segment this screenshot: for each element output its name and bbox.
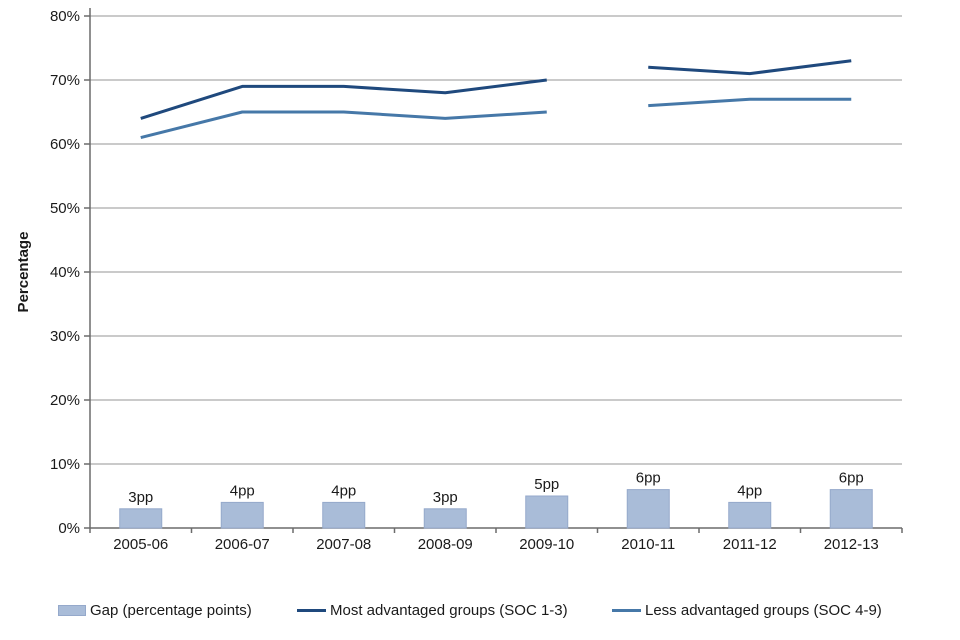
less-advantaged-line xyxy=(140,110,547,140)
x-category-label: 2009-10 xyxy=(519,536,574,553)
less-advantaged-line-swatch xyxy=(612,608,641,612)
gap-bar xyxy=(829,489,873,529)
y-tick-label: 40% xyxy=(50,264,80,281)
gap-bar xyxy=(525,495,569,529)
y-tick-label: 70% xyxy=(50,72,80,89)
gap-bar-label: 4pp xyxy=(737,482,762,499)
most-advantaged-line xyxy=(140,78,547,120)
gap-bar xyxy=(119,508,163,529)
y-tick-label: 50% xyxy=(50,200,80,217)
gap-bar-swatch xyxy=(58,604,86,616)
x-category-label: 2005-06 xyxy=(113,536,168,553)
legend-item-less-advantaged: Less advantaged groups (SOC 4-9) xyxy=(612,598,882,622)
gap-bar-label: 6pp xyxy=(636,470,661,487)
legend-label-most-advantaged: Most advantaged groups (SOC 1-3) xyxy=(330,601,568,619)
gap-bar xyxy=(423,508,467,529)
x-category-label: 2011-12 xyxy=(723,536,777,553)
most-advantaged-line-swatch xyxy=(297,608,326,612)
legend-item-gap: Gap (percentage points) xyxy=(58,598,252,622)
y-tick-label: 20% xyxy=(50,392,80,409)
less-advantaged-line xyxy=(648,97,852,108)
gap-bar-label: 4pp xyxy=(230,482,255,499)
y-tick-label: 80% xyxy=(50,8,80,25)
x-category-label: 2010-11 xyxy=(621,536,675,553)
gap-bar-label: 5pp xyxy=(534,476,559,493)
legend-label-less-advantaged: Less advantaged groups (SOC 4-9) xyxy=(645,601,882,619)
gap-bar xyxy=(626,489,670,529)
gap-bar-label: 6pp xyxy=(839,470,864,487)
gap-bar-label: 3pp xyxy=(433,489,458,506)
x-category-label: 2008-09 xyxy=(418,536,473,553)
most-advantaged-line xyxy=(648,59,852,76)
y-tick-label: 30% xyxy=(50,328,80,345)
gap-bar xyxy=(728,501,772,529)
gap-bar-label: 4pp xyxy=(331,482,356,499)
chart-legend: Gap (percentage points) Most advantaged … xyxy=(0,598,960,628)
legend-item-most-advantaged: Most advantaged groups (SOC 1-3) xyxy=(297,598,568,622)
y-axis-title: Percentage xyxy=(15,232,32,313)
y-tick-label: 60% xyxy=(50,136,80,153)
y-tick-label: 10% xyxy=(50,456,80,473)
x-category-label: 2007-08 xyxy=(316,536,371,553)
x-category-label: 2006-07 xyxy=(215,536,270,553)
gap-bar xyxy=(322,501,366,529)
x-category-label: 2012-13 xyxy=(824,536,879,553)
gap-bar-label: 3pp xyxy=(128,489,153,506)
gap-bar xyxy=(220,501,264,529)
y-tick-label: 0% xyxy=(58,520,80,537)
combo-chart: 0% 10% 20% 30% 40% 50% 60% 70% 80% 2005-06 2006-07… xyxy=(15,8,903,553)
legend-label-gap: Gap (percentage points) xyxy=(90,601,252,619)
